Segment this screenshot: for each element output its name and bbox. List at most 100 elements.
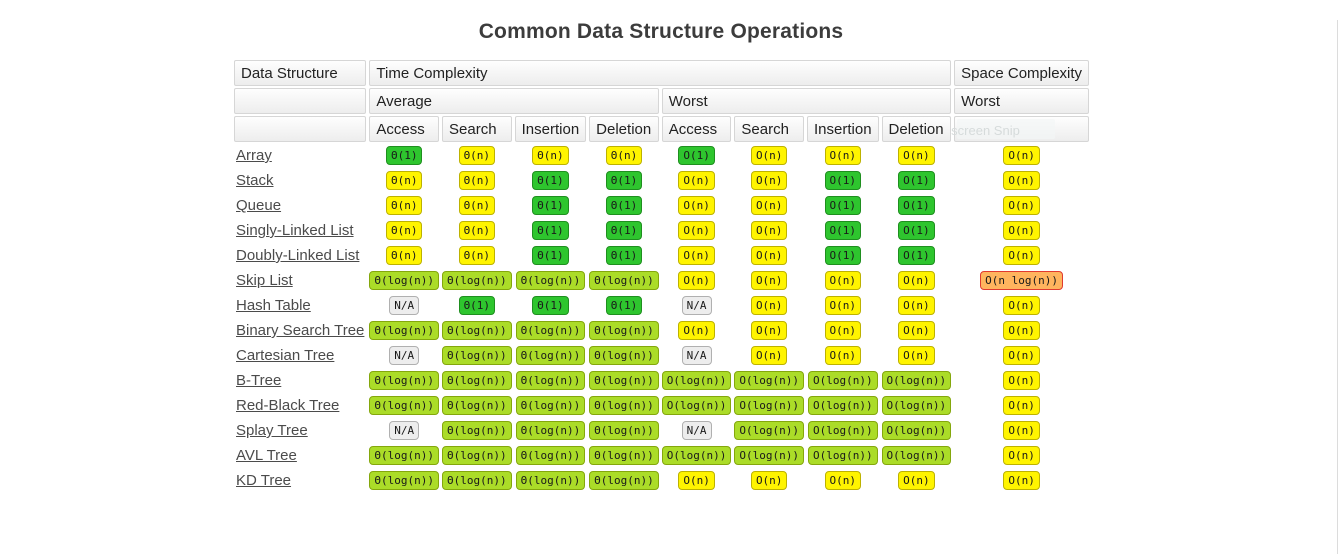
complexity-badge: Θ(1) [532,221,569,240]
complexity-badge: Θ(n) [458,146,496,165]
complexity-cell: O(1) [662,144,732,167]
complexity-cell: Θ(n) [369,244,439,267]
complexity-cell: O(1) [882,244,952,267]
row-name-cell: Doubly-Linked List [234,244,366,267]
row-name-cell: KD Tree [234,469,366,492]
data-structure-link[interactable]: Cartesian Tree [236,347,335,364]
header-avg-search: Search [442,116,512,142]
data-structure-link[interactable]: Queue [236,197,282,214]
complexity-badge: O(n) [1003,371,1040,390]
complexity-cell: O(log(n)) [661,369,732,392]
row-name-cell: AVL Tree [234,444,366,467]
complexity-cell: O(1) [807,244,879,267]
row-name-cell: B-Tree [234,369,366,392]
complexity-cell: O(1) [807,219,879,242]
complexity-cell: Θ(n) [442,194,512,217]
row-name-cell: Cartesian Tree [234,344,366,367]
complexity-cell: Θ(log(n)) [369,394,440,417]
complexity-badge: Θ(log(n)) [442,346,512,365]
complexity-cell: O(n) [807,469,879,492]
complexity-cell: Θ(log(n)) [515,469,587,492]
data-structure-link[interactable]: Array [236,147,272,164]
row-name-cell: Queue [234,194,366,217]
complexity-cell: Θ(log(n)) [515,344,587,367]
header-row-operations: Access Search Insertion Deletion Access … [234,116,1090,142]
complexity-badge: O(n) [1003,446,1040,465]
complexity-badge: O(n) [898,471,935,490]
complexity-badge: Θ(1) [385,146,423,165]
complexity-cell: Θ(n) [442,219,512,242]
complexity-cell: Θ(log(n)) [442,319,512,342]
complexity-cell: Θ(log(n)) [515,269,587,292]
header-worst: Worst [661,88,952,114]
data-structure-link[interactable]: Splay Tree [236,422,308,439]
complexity-badge: O(n) [678,321,715,340]
complexity-badge: O(n) [898,346,935,365]
complexity-cell: O(n) [734,319,804,342]
complexity-badge: O(n) [1003,246,1040,265]
complexity-cell: Θ(log(n)) [369,444,440,467]
complexity-cell: Θ(log(n)) [369,469,440,492]
complexity-badge: Θ(log(n)) [515,346,586,365]
complexity-cell: N/A [662,419,732,442]
complexity-badge: O(n) [750,196,788,215]
data-structure-link[interactable]: Stack [236,172,274,189]
data-structure-link[interactable]: Red-Black Tree [236,397,340,414]
complexity-badge: Θ(n) [385,221,423,240]
ghost-header-cell: screen Snip [951,116,1090,142]
complexity-badge: N/A [389,346,420,365]
complexity-badge: Θ(log(n)) [515,421,586,440]
complexity-badge: Θ(log(n)) [589,271,659,290]
complexity-badge: O(n) [678,471,715,490]
complexity-badge: O(n) [824,296,862,315]
table-row: Doubly-Linked List Θ(n) Θ(n) Θ(1) Θ(1) O(n) O(… [234,244,1089,267]
complexity-cell: O(n) [734,219,804,242]
complexity-cell: N/A [662,344,732,367]
complexity-badge: N/A [389,296,420,315]
complexity-badge: O(n) [678,246,715,265]
complexity-cell: Θ(1) [589,169,659,192]
complexity-cell: Θ(log(n)) [589,394,659,417]
complexity-cell: N/A [369,344,439,367]
window-right-edge [1337,20,1338,554]
data-structure-link[interactable]: Binary Search Tree [236,322,365,339]
complexity-cell: Θ(1) [589,294,659,317]
complexity-cell: O(n) [882,469,952,492]
complexity-cell: O(log(n)) [734,369,804,392]
complexity-cell: O(1) [807,169,879,192]
data-structure-link[interactable]: Hash Table [236,297,311,314]
complexity-badge: Θ(log(n)) [515,471,586,490]
row-name-cell: Splay Tree [234,419,366,442]
complexity-badge: O(log(n)) [661,396,732,415]
complexity-badge: Θ(n) [458,221,496,240]
complexity-badge: O(n) [898,271,935,290]
data-structure-link[interactable]: Singly-Linked List [236,222,354,239]
complexity-badge: O(n) [824,146,862,165]
complexity-badge: Θ(1) [605,296,643,315]
complexity-cell: O(n) [954,469,1089,492]
table-row: Binary Search Tree Θ(log(n)) Θ(log(n)) Θ(lo… [234,319,1089,342]
complexity-badge: O(n) [1003,296,1040,315]
complexity-badge: O(1) [898,221,935,240]
data-structure-link[interactable]: Skip List [236,272,293,289]
header-worst-search: Search [734,116,804,142]
complexity-cell: O(log(n)) [881,369,952,392]
complexity-cell: O(log(n)) [881,394,952,417]
data-structure-link[interactable]: AVL Tree [236,447,297,464]
table-body: Array Θ(1) Θ(n) Θ(n) Θ(n) O(1) O(n) O(n) O(n) O(n… [234,144,1089,492]
complexity-badge: O(log(n)) [881,396,952,415]
complexity-badge: Θ(n) [385,246,423,265]
complexity-cell: O(n) [807,344,879,367]
complexity-cell: Θ(log(n)) [442,419,512,442]
complexity-badge: Θ(1) [532,196,569,215]
complexity-badge: O(log(n)) [661,446,732,465]
complexity-badge: O(n) [1003,321,1040,340]
complexity-cell: Θ(log(n)) [442,469,512,492]
complexity-cell: Θ(log(n)) [442,444,512,467]
data-structure-link[interactable]: B-Tree [236,372,282,389]
data-structure-link[interactable]: KD Tree [236,472,292,489]
header-avg-access: Access [369,116,440,142]
table-row: B-Tree Θ(log(n)) Θ(log(n)) Θ(log(n)) Θ(log(n… [234,369,1089,392]
data-structure-link[interactable]: Doubly-Linked List [236,247,360,264]
complexity-cell: Θ(1) [589,194,659,217]
